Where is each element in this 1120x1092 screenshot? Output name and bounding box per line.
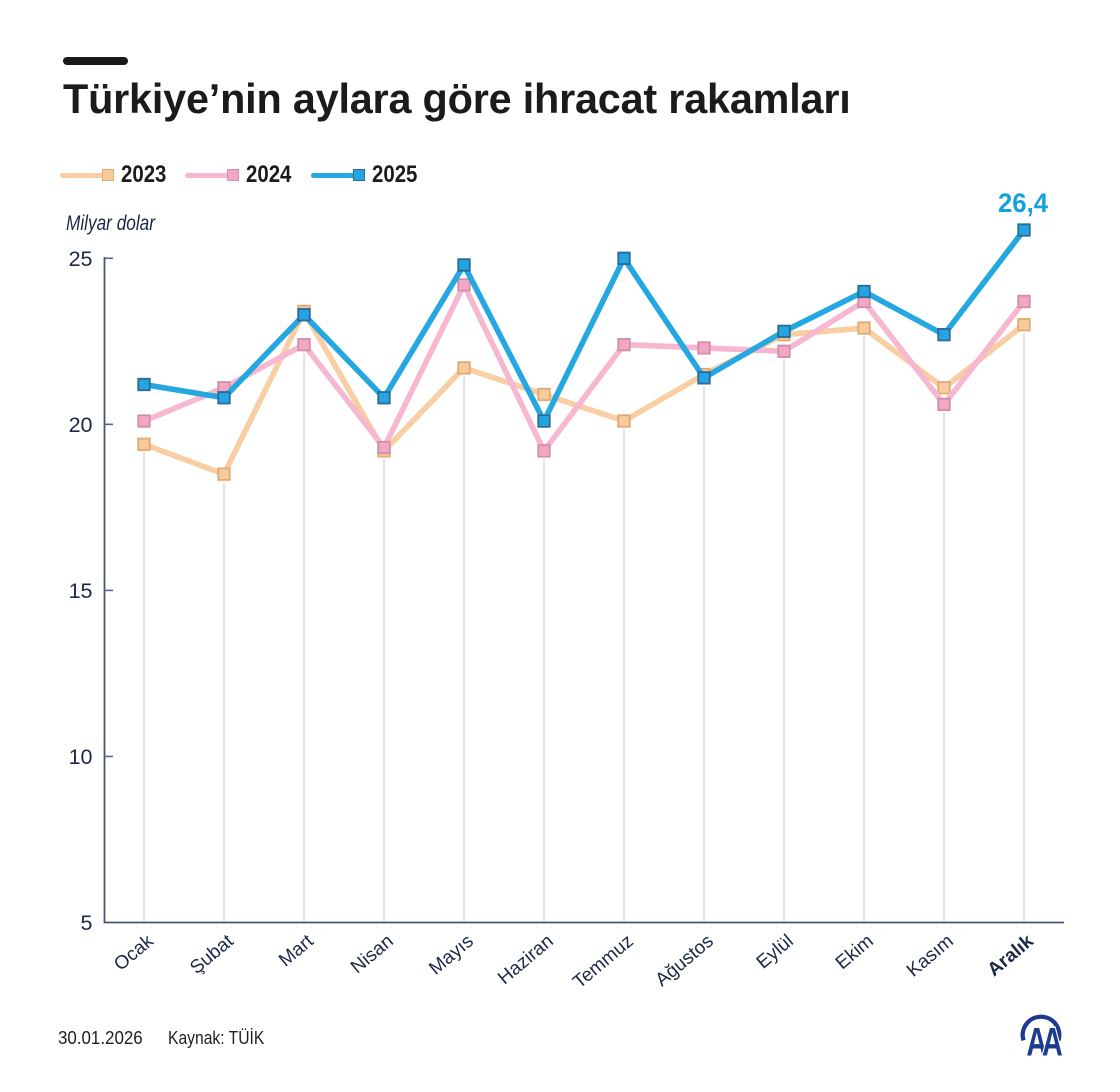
marker-2023-Kasım xyxy=(937,381,951,395)
x-label-Ocak: Ocak xyxy=(110,930,158,975)
marker-2023-Aralık xyxy=(1017,318,1031,332)
marker-2024-Ağustos xyxy=(697,341,711,355)
footer-date: 30.01.2026 xyxy=(58,1028,143,1048)
x-label-Aralık: Aralık xyxy=(984,930,1038,980)
marker-2025-Haziran xyxy=(537,414,551,428)
marker-2025-Ekim xyxy=(857,284,871,299)
marker-2025-Mart xyxy=(297,308,311,322)
x-label-Mart: Mart xyxy=(275,930,318,971)
marker-2024-Mayıs xyxy=(457,278,471,292)
legend-item-2025: 2025 xyxy=(310,161,418,189)
legend: 2023 2024 2025 xyxy=(60,161,436,189)
legend-line-icon xyxy=(60,172,108,178)
y-axis-unit-label: Milyar dolar xyxy=(66,212,155,235)
annotation-last-value: 26,4 xyxy=(998,188,1048,218)
marker-2024-Kasım xyxy=(937,397,951,412)
marker-2023-Ekim xyxy=(857,321,871,335)
marker-2023-Ocak xyxy=(137,437,151,451)
marker-2023-Haziran xyxy=(537,387,551,402)
marker-2024-Mart xyxy=(297,337,311,352)
aa-logo-letter-a-left: A xyxy=(1026,1020,1047,1060)
legend-item-2023: 2023 xyxy=(60,161,166,189)
marker-2025-Eylül xyxy=(777,324,791,339)
y-tick-label-10: 10 xyxy=(69,745,93,769)
marker-2024-Haziran xyxy=(537,444,551,458)
footer-source: Kaynak: TÜİK xyxy=(168,1028,265,1048)
x-label-Ağustos: Ağustos xyxy=(652,931,718,991)
marker-2023-Mayıs xyxy=(457,361,471,375)
aa-logo-ring xyxy=(1020,1014,1062,1042)
x-label-Eylül: Eylül xyxy=(753,931,798,974)
marker-2025-Mayıs xyxy=(457,258,471,272)
axes xyxy=(103,257,1064,924)
legend-item-2024: 2024 xyxy=(185,161,292,189)
marker-2025-Kasım xyxy=(937,328,951,342)
page-title: Türkiye’nin aylara göre ihracat rakamlar… xyxy=(63,75,851,122)
legend-marker-icon xyxy=(102,168,114,181)
legend-swatch-2025 xyxy=(310,168,365,182)
aa-logo-letter-a-right: A xyxy=(1042,1020,1063,1060)
x-label-Şubat: Şubat xyxy=(186,930,238,978)
series-line-2023 xyxy=(141,308,1027,477)
marker-2025-Şubat xyxy=(217,391,231,405)
marker-2025-Nisan xyxy=(377,391,391,405)
y-tick-label-25: 25 xyxy=(69,247,93,271)
x-label-Haziran: Haziran xyxy=(494,931,558,989)
marker-2025-Aralık xyxy=(1017,223,1031,237)
marker-2025-Ağustos xyxy=(697,371,711,385)
series-line-2024 xyxy=(141,282,1027,454)
marker-2024-Ocak xyxy=(137,414,151,428)
legend-line-icon xyxy=(185,172,234,178)
marker-2024-Eylül xyxy=(777,344,791,358)
y-tick-label-15: 15 xyxy=(69,579,93,603)
legend-swatch-2024 xyxy=(185,168,240,182)
aa-logo-icon: A A xyxy=(1020,1014,1064,1060)
marker-2023-Şubat xyxy=(217,467,231,481)
legend-label: 2023 xyxy=(121,161,167,188)
series-line-2025 xyxy=(141,227,1027,424)
marker-2025-Ocak xyxy=(137,377,151,392)
legend-marker-icon xyxy=(227,168,240,181)
legend-label: 2025 xyxy=(371,161,418,188)
title-dash xyxy=(63,57,128,65)
marker-2024-Nisan xyxy=(377,440,391,455)
x-label-Temmuz: Temmuz xyxy=(569,931,637,993)
legend-marker-icon xyxy=(352,168,365,181)
y-tick-label-5: 5 xyxy=(81,911,93,935)
legend-label: 2024 xyxy=(246,161,292,188)
marker-2024-Temmuz xyxy=(617,337,631,352)
x-label-Ekim: Ekim xyxy=(832,931,878,974)
x-label-Kasım: Kasım xyxy=(903,931,958,982)
x-label-Mayıs: Mayıs xyxy=(425,931,477,980)
marker-2025-Temmuz xyxy=(617,251,631,265)
marker-2024-Aralık xyxy=(1017,294,1031,309)
y-tick-label-20: 20 xyxy=(69,413,93,437)
legend-line-icon xyxy=(310,172,359,178)
x-label-Nisan: Nisan xyxy=(347,931,398,978)
marker-2023-Temmuz xyxy=(617,414,631,428)
legend-swatch-2023 xyxy=(60,168,114,182)
